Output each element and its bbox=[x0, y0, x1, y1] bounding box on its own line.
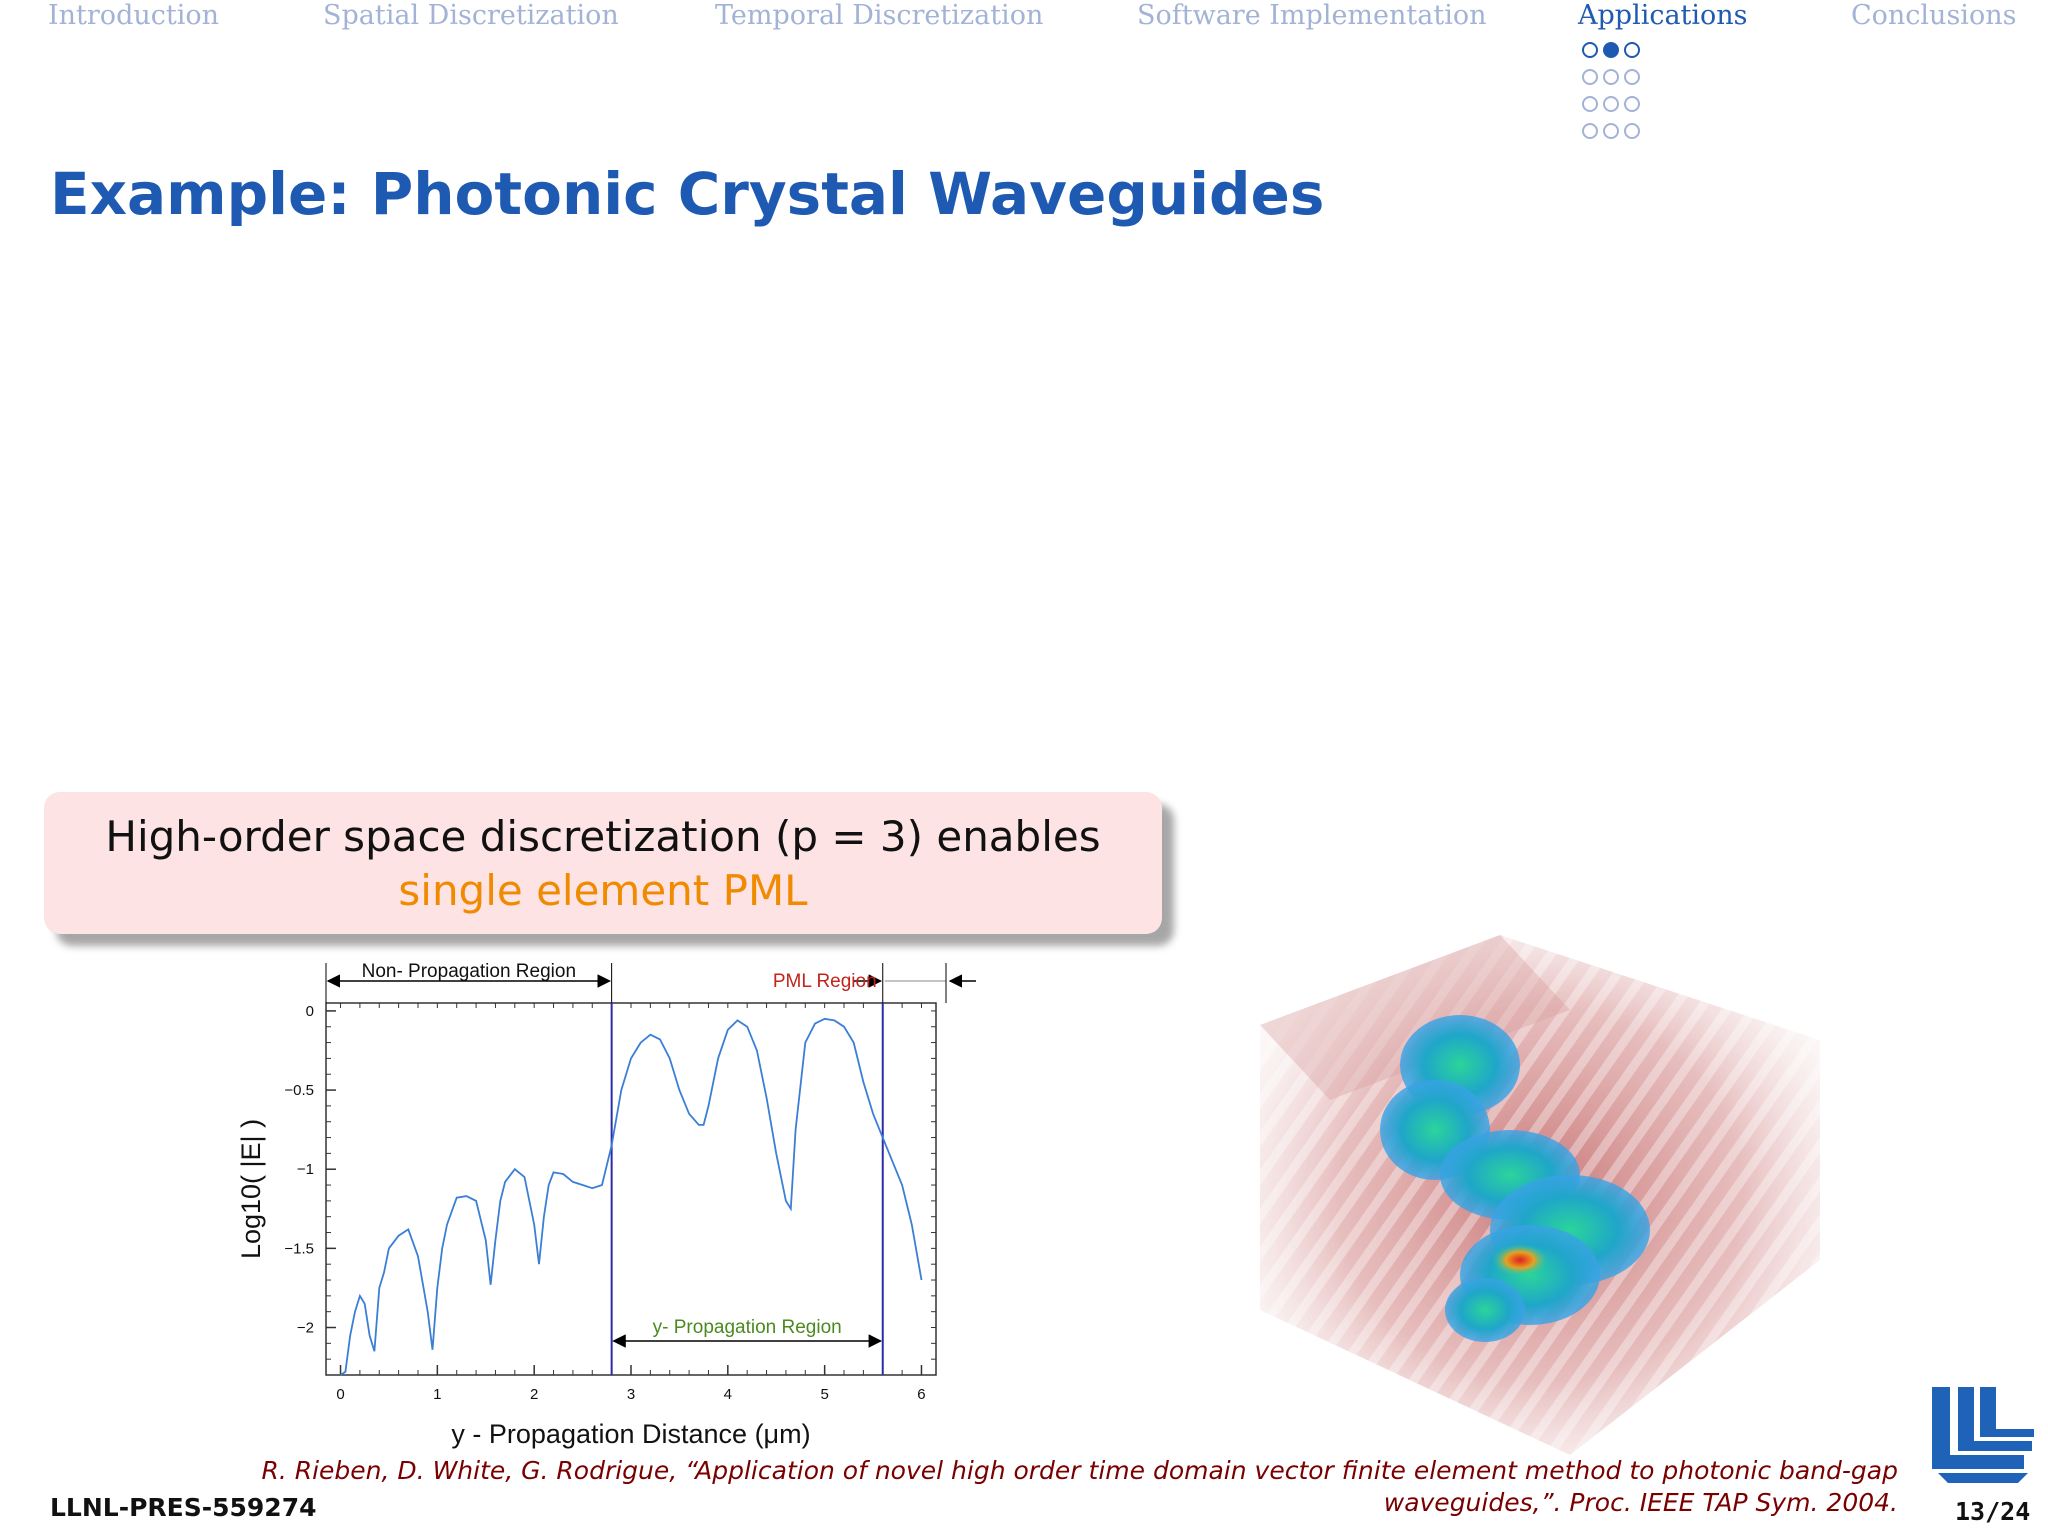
nav-item-conclusions[interactable]: Conclusions bbox=[1851, 0, 2017, 31]
nav-item-introduction[interactable]: Introduction bbox=[48, 0, 219, 31]
x-tick-label: 2 bbox=[530, 1386, 538, 1403]
x-tick-label: 1 bbox=[433, 1386, 441, 1403]
nav-item-applications[interactable]: Applications bbox=[1578, 0, 1748, 31]
y-tick-label: −2 bbox=[297, 1320, 314, 1337]
y-tick-label: −0.5 bbox=[284, 1082, 314, 1099]
page-number: 13/24 bbox=[1955, 1497, 2031, 1526]
slide-dot[interactable] bbox=[1582, 69, 1598, 85]
nav-item-software-implementation[interactable]: Software Implementation bbox=[1137, 0, 1487, 31]
slide-dot[interactable] bbox=[1582, 123, 1598, 139]
citation-line: R. Rieben, D. White, G. Rodrigue, “Appli… bbox=[261, 1456, 1898, 1485]
slide-dot[interactable] bbox=[1603, 96, 1619, 112]
nav-item-spatial-discretization[interactable]: Spatial Discretization bbox=[323, 0, 619, 31]
x-tick-label: 6 bbox=[917, 1386, 925, 1403]
y-tick-label: 0 bbox=[306, 1003, 314, 1020]
slide-dot[interactable] bbox=[1582, 96, 1598, 112]
x-tick-label: 0 bbox=[336, 1386, 344, 1403]
slide-title: Example: Photonic Crystal Waveguides bbox=[50, 160, 1325, 228]
x-tick-label: 5 bbox=[820, 1386, 828, 1403]
y-tick-label: −1.5 bbox=[284, 1240, 314, 1257]
3d-field-volume-render bbox=[1260, 935, 1820, 1455]
callout-highlight-text: single element PML bbox=[398, 866, 808, 915]
field-isosurface bbox=[1380, 1015, 1650, 1342]
series-line bbox=[340, 1017, 923, 1376]
llnl-logo bbox=[1932, 1387, 2034, 1483]
slide-dot[interactable] bbox=[1603, 69, 1619, 85]
slide-dot[interactable] bbox=[1624, 123, 1640, 139]
y-axis-label: Log10( |E| ) bbox=[236, 1119, 266, 1259]
callout-text: High-order space discretization (p = 3) … bbox=[105, 812, 1101, 861]
current-slide-dot[interactable] bbox=[1603, 42, 1619, 58]
slide-dot[interactable] bbox=[1582, 42, 1598, 58]
citation-line: waveguides,”. Proc. IEEE TAP Sym. 2004. bbox=[1383, 1488, 1898, 1517]
slide-dot[interactable] bbox=[1624, 42, 1640, 58]
section-navigation: Introduction Spatial Discretization Temp… bbox=[0, 0, 2048, 150]
nav-item-temporal-discretization[interactable]: Temporal Discretization bbox=[715, 0, 1044, 31]
presentation-id: LLNL-PRES-559274 bbox=[50, 1493, 317, 1522]
slide-dot[interactable] bbox=[1624, 96, 1640, 112]
pml-region-label: PML Region bbox=[773, 971, 877, 992]
highlight-callout-box: High-order space discretization (p = 3) … bbox=[44, 792, 1162, 934]
propagation-region-label: y- Propagation Region bbox=[653, 1317, 842, 1338]
non-propagation-region-label: Non- Propagation Region bbox=[362, 961, 576, 982]
y-tick-label: −1 bbox=[297, 1161, 314, 1178]
field-decay-line-chart: 0 1 2 3 4 5 6 0 −0.5 −1 −1.5 −2 Non- Propagation Re… bbox=[236, 961, 976, 1449]
x-tick-label: 3 bbox=[627, 1386, 635, 1403]
citation: R. Rieben, D. White, G. Rodrigue, “Appli… bbox=[198, 1455, 1898, 1519]
x-tick-label: 4 bbox=[724, 1386, 732, 1403]
slide-dot[interactable] bbox=[1624, 69, 1640, 85]
x-axis-label: y - Propagation Distance (μm) bbox=[451, 1419, 810, 1449]
slide-dot[interactable] bbox=[1603, 123, 1619, 139]
